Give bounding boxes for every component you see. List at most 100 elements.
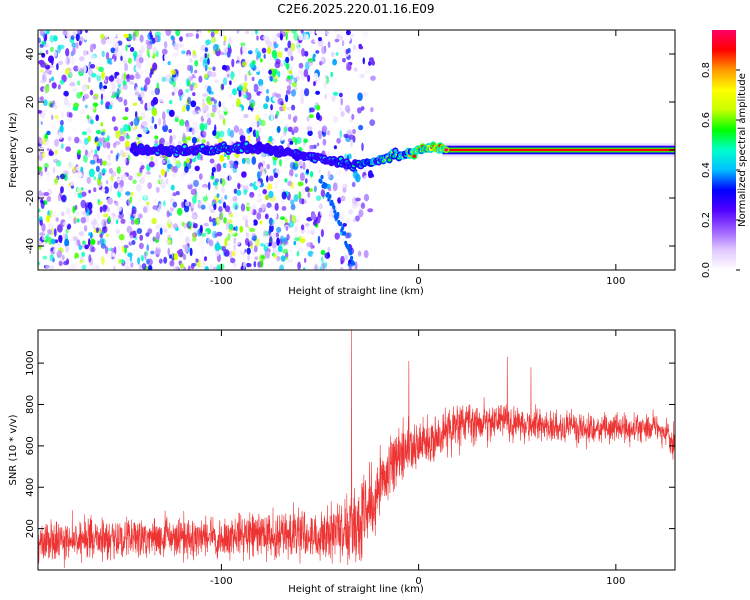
spectrogram-noise-cell [227, 127, 231, 137]
spectrogram-noise-cell [206, 117, 212, 126]
spectrogram-noise-cell [45, 214, 51, 223]
spectrogram-noise-cell [163, 141, 170, 146]
spectrogram-noise-cell [38, 51, 41, 56]
spectrogram-noise-cell [154, 87, 160, 96]
spectrogram-noise-cell [203, 186, 207, 192]
spectrogram-noise-cell [139, 177, 145, 184]
spectrogram-noise-cell [86, 114, 90, 120]
spectrogram-noise-cell [153, 46, 157, 54]
spectrogram-noise-cell [288, 248, 293, 254]
spectrogram-noise-cell [208, 239, 214, 247]
spectrogram-noise-cell [202, 97, 205, 107]
spectrogram-noise-cell [122, 116, 129, 121]
spectrogram-noise-cell [172, 165, 178, 173]
chart-title: C2E6.2025.220.01.16.E09 [277, 2, 434, 16]
spectrogram-noise-cell [73, 65, 79, 72]
spectrogram-noise-cell [281, 200, 284, 205]
spectrogram-noise-cell [138, 56, 144, 64]
spectrogram-noise-cell [39, 123, 43, 129]
x-tick-label: 100 [606, 276, 625, 287]
spectrogram-noise-cell [370, 107, 374, 113]
spectrogram-noise-cell [167, 61, 172, 66]
spectrogram-noise-cell [290, 55, 294, 61]
spectrogram-noise-cell [129, 47, 135, 52]
spectrogram-noise-cell [105, 180, 109, 185]
spectrogram-noise-cell [80, 261, 84, 267]
spectrogram-noise-cell [46, 130, 51, 136]
spectrogram-noise-cell [229, 129, 235, 138]
spectrogram-noise-cell [77, 107, 82, 114]
spectrogram-noise-cell [51, 82, 57, 89]
spectrogram-noise-cell [203, 256, 208, 262]
spectrogram-noise-cell [274, 103, 278, 111]
spectrogram-noise-cell [95, 264, 100, 270]
spectrogram-noise-cell [107, 153, 111, 161]
spectrogram-noise-cell [150, 156, 153, 162]
spectrogram-noise-cell [60, 143, 64, 150]
spectrogram-noise-cell [359, 73, 365, 79]
spectrogram-noise-cell [314, 56, 318, 61]
x-tick-label: 0 [415, 276, 421, 287]
spectrogram-noise-cell [322, 225, 326, 231]
spectrogram-noise-cell [193, 223, 198, 229]
spectrogram-noise-cell [316, 104, 321, 111]
spectrogram-noise-cell [44, 64, 51, 70]
spectrogram-noise-cell [286, 106, 291, 111]
spectrogram-noise-cell [59, 124, 64, 134]
spectrogram-noise-cell [243, 82, 248, 87]
spectrogram-noise-cell [42, 31, 46, 39]
spectrogram-noise-cell [165, 74, 172, 83]
spectrogram-noise-cell [368, 57, 374, 62]
spectrogram-noise-cell [358, 124, 364, 131]
spectrogram-noise-cell [299, 247, 305, 254]
spectrogram-noise-cell [210, 112, 215, 118]
spectrogram-noise-cell [363, 30, 369, 37]
spectrogram-noise-cell [90, 105, 96, 111]
spectrogram-noise-cell [152, 97, 158, 105]
spectrogram-noise-cell [184, 166, 189, 173]
spectrogram-noise-cell [309, 194, 315, 202]
spectrogram-noise-cell [90, 64, 95, 69]
spectrogram-noise-cell [54, 176, 59, 186]
spectrogram-noise-cell [64, 67, 70, 76]
spectrogram-noise-cell [177, 43, 182, 48]
spectrogram-noise-cell [268, 190, 274, 199]
spectrogram-noise-cell [72, 205, 76, 214]
spectrogram-noise-cell [64, 58, 68, 66]
spectrogram-noise-cell [228, 172, 232, 182]
spectrogram-noise-cell [232, 262, 237, 268]
spectrogram-noise-cell [133, 253, 137, 260]
spectrogram-noise-cell [227, 47, 232, 55]
spectrogram-noise-cell [93, 187, 97, 193]
spectrogram-noise-cell [334, 97, 340, 106]
spectrogram-noise-cell [285, 225, 289, 232]
spectrogram-noise-cell [100, 230, 105, 236]
spectrogram-noise-cell [61, 196, 65, 201]
spectrogram-noise-cell [321, 46, 327, 55]
spectrogram-noise-cell [339, 51, 344, 57]
spectrogram-noise-cell [236, 97, 241, 105]
spectrogram-noise-cell [121, 44, 125, 53]
spectrogram-noise-cell [148, 161, 155, 168]
spectrogram-noise-cell [205, 230, 208, 238]
spectrogram-noise-cell [214, 178, 220, 183]
spectrogram-noise-cell [172, 192, 177, 197]
spectrogram-noise-cell [101, 70, 105, 80]
spectrogram-noise-cell [303, 50, 309, 57]
spectrogram-noise-cell [298, 124, 305, 131]
spectrogram-noise-cell [325, 31, 330, 35]
spectrogram-noise-cell [174, 253, 178, 261]
spectrogram-noise-cell [202, 59, 209, 68]
spectrogram-noise-cell [285, 89, 291, 95]
spectrogram-noise-cell [208, 204, 212, 211]
spectrogram-noise-cell [243, 261, 246, 270]
spectrogram-noise-cell [62, 221, 69, 227]
spectrogram-noise-cell [263, 112, 269, 119]
spectrogram-noise-cell [232, 196, 238, 202]
spectrogram-noise-cell [74, 204, 78, 211]
spectrogram-noise-cell [132, 95, 137, 103]
spectrogram-noise-cell [106, 38, 110, 45]
spectrogram-noise-cell [269, 110, 274, 116]
spectrogram-noise-cell [138, 213, 143, 219]
spectrogram-noise-cell [64, 238, 70, 247]
